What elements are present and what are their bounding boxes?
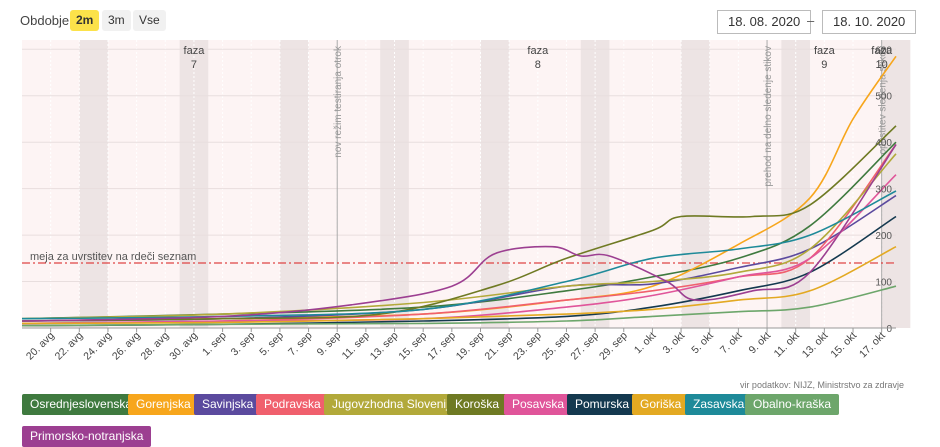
x-tick-label: 26. avg bbox=[110, 330, 143, 363]
series-line-obalno-kraška bbox=[21, 285, 897, 327]
legend-item-jugovzhodna-slovenija[interactable]: Jugovzhodna Slovenija bbox=[324, 394, 464, 415]
x-tick-label: 7. sep bbox=[286, 330, 315, 359]
phase-number: 8 bbox=[535, 59, 541, 71]
x-tick-label: 3. sep bbox=[229, 330, 258, 359]
legend-item-savinjska[interactable]: Savinjska bbox=[194, 394, 262, 415]
y-tick-label: 400 bbox=[875, 138, 892, 149]
phase-number: 7 bbox=[191, 59, 197, 71]
date-separator: – bbox=[807, 13, 815, 28]
x-tick-label: 17. okt bbox=[857, 330, 888, 361]
x-tick-label: 22. avg bbox=[53, 330, 86, 363]
source-note: vir podatkov: NIJZ, Ministrstvo za zdrav… bbox=[739, 380, 904, 390]
series-line-koroška bbox=[21, 125, 897, 322]
legend-item-goriška[interactable]: Goriška bbox=[632, 394, 690, 415]
date-to-input[interactable]: 18. 10. 2020 bbox=[822, 10, 917, 34]
top-toolbar: Obdobje 2m 3m Vse 18. 08. 2020 – 18. 10.… bbox=[0, 0, 940, 40]
range-button-2m[interactable]: 2m bbox=[70, 10, 100, 31]
range-button-3m[interactable]: 3m bbox=[102, 10, 131, 31]
y-tick-label: 300 bbox=[875, 185, 892, 196]
weekend-band bbox=[681, 40, 710, 328]
phase-label: faza bbox=[871, 45, 893, 57]
x-tick-label: 15. sep bbox=[396, 330, 429, 363]
x-tick-label: 19. sep bbox=[454, 330, 487, 363]
y-tick-label: 0 bbox=[886, 324, 892, 335]
phase-number: 9 bbox=[821, 59, 827, 71]
x-tick-label: 17. sep bbox=[425, 330, 458, 363]
x-tick-label: 30. avg bbox=[167, 330, 200, 363]
x-tick-label: 11. sep bbox=[340, 330, 372, 362]
x-tick-label: 1. sep bbox=[200, 330, 229, 359]
event-label: prehod na delno sledenje stikov bbox=[763, 46, 774, 187]
legend-item-pomurska[interactable]: Pomurska bbox=[567, 394, 638, 415]
x-tick-label: 21. sep bbox=[482, 330, 515, 363]
x-tick-label: 29. sep bbox=[597, 330, 630, 363]
phase-label: faza bbox=[814, 45, 836, 57]
y-tick-label: 500 bbox=[875, 92, 892, 103]
x-tick-label: 13. sep bbox=[368, 330, 401, 363]
x-tick-label: 11. okt bbox=[772, 330, 802, 360]
x-tick-label: 13. okt bbox=[800, 330, 831, 361]
period-label: Obdobje bbox=[20, 13, 70, 28]
phase-number: 10 bbox=[876, 59, 888, 71]
line-chart: nov režim testiranja otrok prehod na deln… bbox=[21, 40, 911, 363]
series-line-primorsko-notranjska bbox=[21, 144, 897, 322]
phase-label: faza bbox=[527, 45, 549, 57]
x-tick-label: 7. okt bbox=[718, 330, 745, 357]
threshold-label: meja za uvrstitev na rdeči seznam bbox=[30, 251, 196, 263]
series-line-jugovzhodna-slovenija bbox=[21, 153, 897, 320]
series-line-goriška bbox=[21, 245, 897, 325]
legend-item-osrednjeslovenska[interactable]: Osrednjeslovenska bbox=[22, 394, 141, 415]
plot-background bbox=[22, 40, 896, 328]
event-label: opustitev sledenja stikov bbox=[878, 46, 889, 154]
series-line-posavska bbox=[21, 174, 897, 325]
legend-item-primorsko-notranjska[interactable]: Primorsko-notranjska bbox=[22, 426, 152, 447]
legend-item-podravska[interactable]: Podravska bbox=[256, 394, 329, 415]
x-tick-label: 24. avg bbox=[81, 330, 114, 363]
x-tick-label: 27. sep bbox=[568, 330, 601, 363]
range-button-all[interactable]: Vse bbox=[133, 10, 166, 31]
y-tick-label: 600 bbox=[875, 45, 892, 56]
x-tick-label: 5. okt bbox=[689, 330, 716, 357]
legend-item-posavska[interactable]: Posavska bbox=[504, 394, 573, 415]
phase-label: faza bbox=[184, 45, 206, 57]
legend-item-zasavska[interactable]: Zasavska bbox=[685, 394, 753, 415]
weekend-band bbox=[79, 40, 108, 328]
legend-item-obalno-kraška[interactable]: Obalno-kraška bbox=[745, 394, 840, 415]
y-tick-label: 200 bbox=[875, 231, 892, 242]
x-tick-label: 5. sep bbox=[257, 330, 286, 359]
x-tick-label: 15. okt bbox=[828, 330, 859, 361]
legend-item-koroška[interactable]: Koroška bbox=[447, 394, 508, 415]
x-tick-label: 20. avg bbox=[24, 330, 57, 363]
weekend-band bbox=[480, 40, 510, 328]
y-tick-label: 100 bbox=[875, 278, 892, 289]
legend-item-gorenjska[interactable]: Gorenjska bbox=[128, 394, 199, 415]
x-tick-label: 3. okt bbox=[661, 330, 688, 357]
event-label: nov režim testiranja otrok bbox=[333, 45, 344, 158]
x-tick-label: 28. avg bbox=[139, 330, 172, 363]
date-from-input[interactable]: 18. 08. 2020 bbox=[717, 10, 812, 34]
x-tick-label: 25. sep bbox=[540, 330, 573, 363]
weekend-band bbox=[279, 40, 309, 328]
x-tick-label: 1. okt bbox=[632, 330, 659, 357]
x-tick-label: 23. sep bbox=[511, 330, 544, 363]
x-tick-label: 9. okt bbox=[747, 330, 774, 357]
